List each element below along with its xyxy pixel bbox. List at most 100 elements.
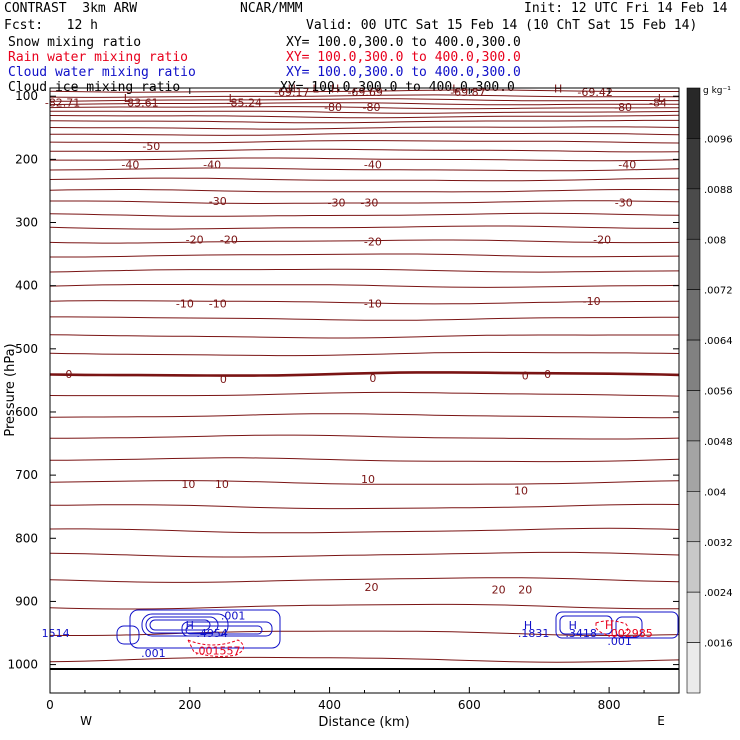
isotherm-line bbox=[49, 167, 680, 172]
y-tick-label: 600 bbox=[15, 405, 38, 419]
isotherm-line bbox=[49, 177, 680, 182]
isotherm-line bbox=[49, 391, 680, 397]
init-time: Init: 12 UTC Fri 14 Feb 14 bbox=[524, 1, 728, 16]
colorbar-label: .004 bbox=[704, 487, 726, 498]
temperature-label: 10 bbox=[514, 484, 528, 497]
colorbar-swatch bbox=[686, 238, 701, 290]
cloud-water-contour bbox=[149, 619, 211, 631]
x-tick-label: 600 bbox=[458, 698, 481, 712]
colorbar-swatch bbox=[686, 642, 701, 694]
isotherm-line bbox=[50, 132, 680, 136]
cloud-contours bbox=[116, 609, 679, 657]
cloud-water-contour bbox=[129, 609, 281, 649]
temperature-label: -30 bbox=[328, 196, 346, 209]
isotherm-line bbox=[50, 316, 680, 321]
isotherm-line bbox=[49, 413, 680, 419]
colorbar-label: .0024 bbox=[704, 588, 733, 599]
field-cloudwater-name: Cloud water mixing ratio bbox=[8, 65, 196, 80]
colorbar-swatch bbox=[686, 339, 701, 391]
colorbar: .0096 .0088 .008 .0072 .0064 .0056 .0048 .004 .0… bbox=[686, 86, 733, 694]
isotherm-line bbox=[49, 656, 680, 663]
cloud-value-label: .3418 bbox=[565, 627, 597, 640]
cloud-water-contour bbox=[116, 625, 140, 645]
colorbar-swatch bbox=[686, 138, 701, 190]
temperature-label: -83.61 bbox=[123, 97, 158, 110]
colorbar-label: .0064 bbox=[704, 336, 733, 347]
temperature-label: 20 bbox=[492, 583, 506, 596]
colorbar-swatch bbox=[686, 188, 701, 240]
colorbar-label: .008 bbox=[704, 235, 726, 246]
field-rain-xy: XY= 100.0,300.0 to 400.0,300.0 bbox=[286, 50, 521, 65]
cloud-water-contour bbox=[145, 616, 219, 634]
temperature-label: 10 bbox=[181, 478, 195, 491]
model-title: CONTRAST 3km ARW bbox=[4, 1, 138, 16]
rain-water-contour bbox=[595, 620, 629, 637]
contour-labels: -82.71 -83.61 -85.24 -69.17 -69.69 -69.87 -69.… bbox=[42, 83, 667, 661]
y-tick-label: 700 bbox=[15, 468, 38, 482]
colorbar-swatch bbox=[686, 289, 701, 341]
colorbar-label: .0056 bbox=[704, 387, 733, 398]
high-low-marker: H bbox=[288, 83, 296, 96]
isotherm-line bbox=[49, 351, 680, 357]
cloud-water-contour bbox=[185, 625, 263, 635]
high-low-marker: L bbox=[124, 92, 131, 105]
temperature-label: -69.87 bbox=[450, 86, 485, 99]
x-axis-east-label: E bbox=[657, 714, 665, 728]
colorbar-label: .0016 bbox=[704, 639, 733, 650]
isotherm-line bbox=[49, 480, 680, 485]
high-low-marker: L bbox=[452, 83, 459, 96]
cloud-water-contour bbox=[181, 621, 273, 637]
colorbar-swatch bbox=[686, 591, 701, 643]
high-low-marker: L bbox=[229, 92, 236, 105]
temperature-label: -40 bbox=[203, 158, 221, 171]
isotherm-line bbox=[49, 89, 679, 93]
isotherm-line bbox=[50, 157, 680, 162]
isotherm-line bbox=[49, 140, 680, 144]
high-low-marker: H bbox=[331, 83, 339, 96]
isotherm-line bbox=[49, 434, 680, 440]
colorbar-label: .0072 bbox=[704, 286, 733, 297]
isotherm-line bbox=[49, 98, 679, 102]
temperature-label: 0 bbox=[220, 373, 227, 386]
isotherm-line bbox=[49, 551, 680, 558]
colorbar-swatch bbox=[686, 440, 701, 492]
isotherm-line bbox=[49, 189, 680, 193]
temperature-label: -69.17 bbox=[274, 86, 309, 99]
isotherm-line bbox=[49, 603, 679, 610]
cloud-value-label: .4954 bbox=[196, 627, 228, 640]
cloud-value-label: .001 bbox=[141, 647, 166, 660]
isotherm-line bbox=[49, 225, 679, 230]
high-low-marker: H bbox=[186, 619, 194, 632]
colorbar-unit: g kg⁻¹ bbox=[703, 86, 731, 96]
y-tick-label: 100 bbox=[15, 89, 38, 103]
high-low-marker: H bbox=[569, 619, 577, 632]
cloud-value-label: .1831 bbox=[518, 627, 550, 640]
temperature-label: -84 bbox=[649, 97, 667, 110]
temperature-label: -40 bbox=[618, 158, 636, 171]
colorbar-label: .0088 bbox=[704, 185, 733, 196]
x-tick-label: 400 bbox=[318, 698, 341, 712]
colorbar-label: .0032 bbox=[704, 538, 733, 549]
temperature-label: 0 bbox=[544, 368, 551, 381]
zero-isotherm bbox=[49, 371, 680, 377]
colorbar-swatch bbox=[686, 87, 701, 139]
cloud-value-label: 1514 bbox=[42, 627, 70, 640]
isotherm-line bbox=[50, 200, 680, 205]
x-axis-title: Distance (km) bbox=[318, 715, 409, 730]
isotherm-line bbox=[49, 284, 680, 288]
temperature-label: -69.69 bbox=[347, 86, 382, 99]
temperature-label: -30 bbox=[360, 196, 378, 209]
temperature-label: 10 bbox=[361, 473, 375, 486]
y-axis-title: Pressure (hPa) bbox=[3, 343, 18, 436]
isotherm-line bbox=[50, 253, 680, 258]
high-low-marker: H bbox=[554, 83, 562, 96]
temperature-label: -40 bbox=[121, 158, 139, 171]
y-tick-label: 800 bbox=[15, 531, 38, 545]
high-low-marker: L bbox=[658, 92, 665, 105]
temperature-label: -10 bbox=[176, 297, 194, 310]
isotherm-line bbox=[49, 577, 680, 583]
isotherm-line bbox=[49, 527, 680, 534]
colorbar-label: .0096 bbox=[704, 134, 733, 145]
temperature-label: -30 bbox=[615, 196, 633, 209]
temperature-label: -20 bbox=[593, 234, 611, 247]
